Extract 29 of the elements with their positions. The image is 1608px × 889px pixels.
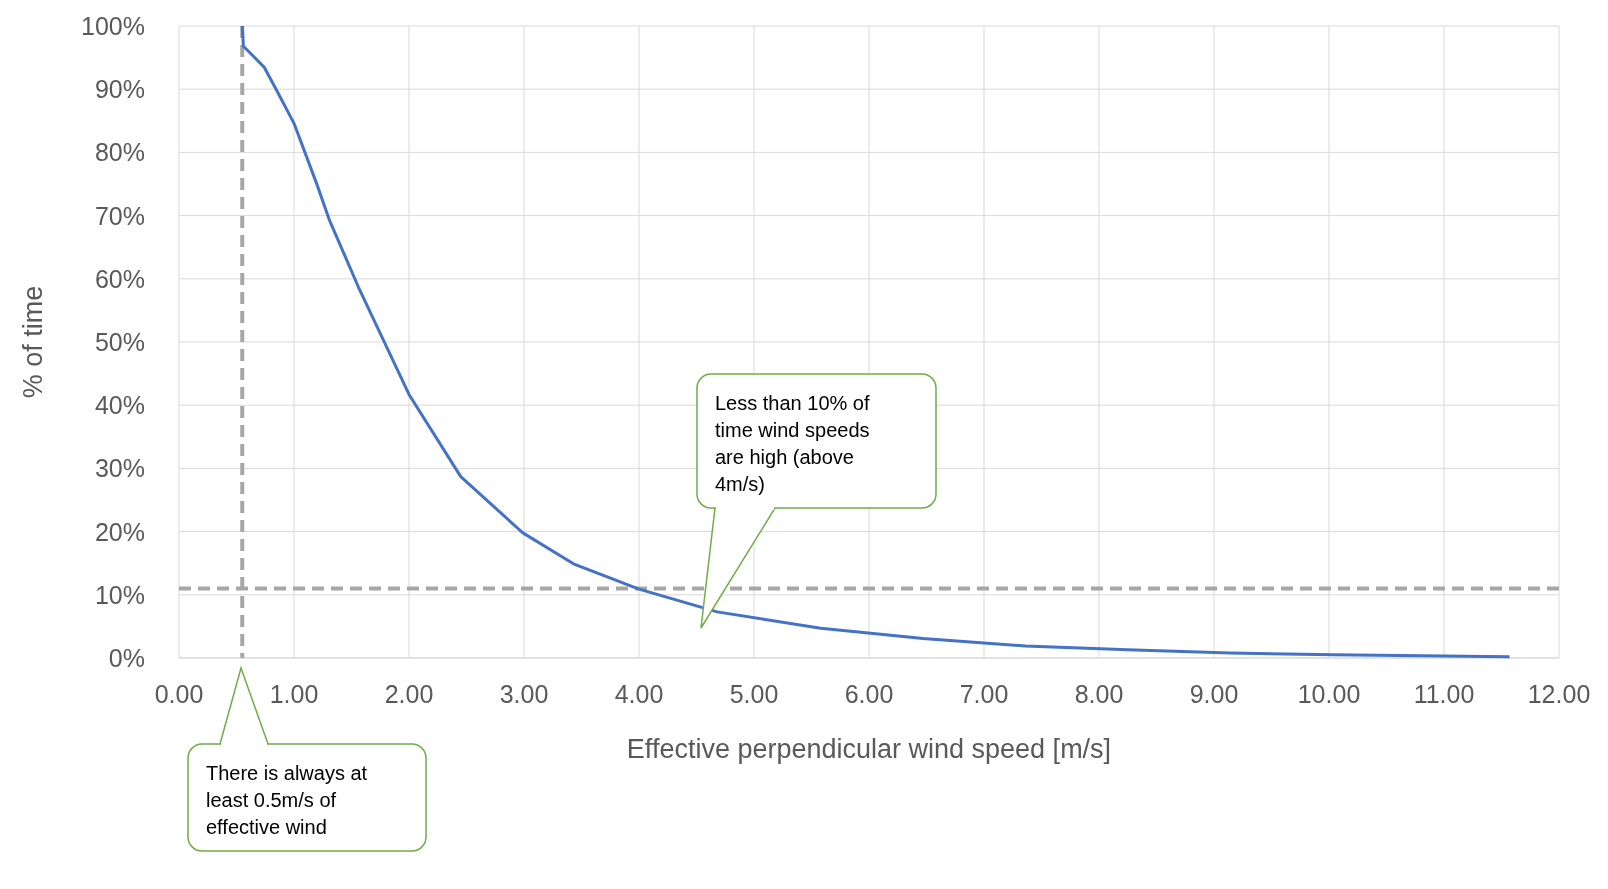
y-tick-label: 50% — [94, 328, 145, 356]
y-tick-label: 20% — [94, 517, 145, 546]
x-tick-label: 7.00 — [959, 680, 1009, 708]
y-tick-label: 80% — [94, 138, 145, 167]
x-tick-label: 9.00 — [1189, 680, 1239, 708]
x-tick-label: 8.00 — [1074, 680, 1124, 708]
x-tick-label: 11.00 — [1413, 680, 1475, 708]
x-tick-label: 1.00 — [269, 680, 319, 708]
x-tick-label: 10.00 — [1297, 680, 1361, 708]
annotation: Less than 10% of time wind speeds are high (above 4m/s) — [715, 392, 870, 495]
y-tick-label: 30% — [94, 454, 145, 483]
line-series — [240, 24, 1512, 659]
x-tick-label: 3.00 — [499, 680, 549, 708]
y-axis-title: % of time — [18, 285, 48, 399]
y-tick-label: 10% — [94, 580, 145, 609]
x-tick-label: 4.00 — [614, 680, 664, 708]
x-tick-label: 0.00 — [154, 680, 204, 708]
y-tick-label: 70% — [94, 201, 145, 230]
y-tick-label: 90% — [94, 75, 145, 104]
x-tick-label: 5.00 — [729, 680, 779, 708]
text: There is always at least 0.5m/s of effective wind — [206, 762, 368, 838]
x-tick-label: 6.00 — [844, 680, 894, 708]
x-tick-label: 2.00 — [384, 680, 434, 708]
y-tick-label: 60% — [94, 264, 145, 293]
x-axis-title: Effective perpendicular wind speed [m/s] — [626, 734, 1112, 764]
x-tick-label: 12.00 — [1527, 680, 1591, 708]
y-tick-label: 100% — [81, 12, 145, 40]
y-tick-label: 40% — [94, 391, 145, 420]
y-tick-label: 0% — [108, 644, 145, 672]
